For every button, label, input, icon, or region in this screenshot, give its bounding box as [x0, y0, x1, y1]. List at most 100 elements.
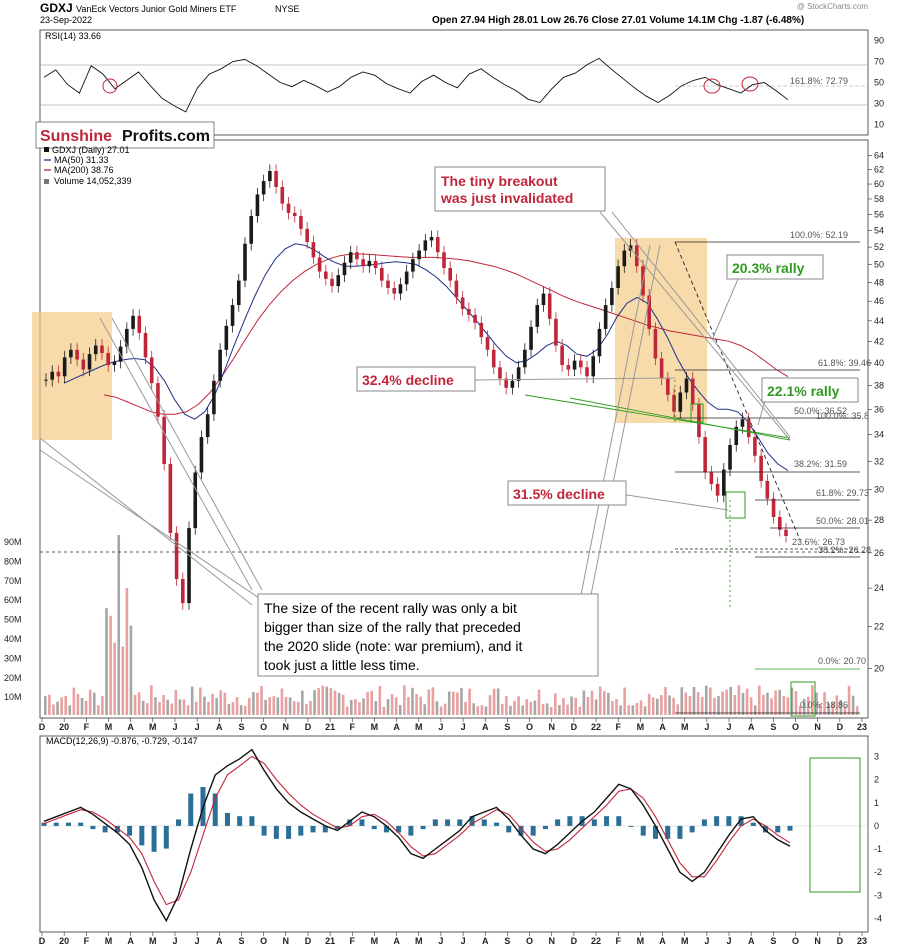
volume-bar — [137, 692, 141, 715]
date-label: A — [216, 936, 223, 946]
price-tick-label: 48 — [874, 277, 884, 287]
volume-bar — [725, 689, 728, 715]
date-label: A — [748, 722, 755, 732]
volume-bar — [72, 687, 76, 715]
candle-body — [181, 579, 185, 604]
volume-bar — [611, 701, 614, 715]
volume-bar — [223, 692, 227, 715]
volume-bar — [529, 701, 533, 715]
candle-body — [647, 295, 651, 329]
candle-body — [268, 170, 272, 182]
candle-body — [168, 464, 173, 533]
fib-level-label: 50.0%: 36.52 — [794, 406, 847, 416]
volume-bar — [301, 690, 304, 715]
sunshine-profits-logo: Sunshine Profits.com — [35, 121, 215, 149]
volume-bar — [284, 697, 288, 715]
volume-bar — [52, 704, 55, 715]
candle-body — [765, 480, 770, 499]
callout-rally-22: 22.1% rally — [761, 377, 859, 403]
volume-bar — [709, 687, 712, 715]
candle-body — [429, 237, 434, 241]
date-label: M — [105, 722, 113, 732]
candle-body — [230, 305, 235, 326]
date-label: F — [615, 722, 621, 732]
candle-body — [485, 337, 490, 350]
candle-body — [149, 357, 154, 384]
date-label: O — [526, 722, 533, 732]
volume-bar — [382, 706, 386, 715]
volume-bar — [390, 694, 394, 715]
volume-bar — [129, 625, 133, 715]
volume-bar — [541, 703, 545, 715]
candle-body — [672, 394, 676, 412]
candle-body — [585, 367, 589, 377]
volume-bar — [843, 706, 847, 715]
fib-level-label: 0.0%: 18.86 — [800, 700, 848, 710]
candle-body — [541, 293, 546, 306]
volume-bar — [264, 699, 267, 715]
price-candles — [44, 164, 788, 610]
macd-histogram-bar — [383, 825, 389, 833]
price-tick-label: 36 — [874, 404, 884, 414]
date-label: J — [727, 722, 732, 732]
volume-bar — [305, 704, 308, 715]
volume-bar — [586, 697, 590, 715]
volume-bar — [452, 691, 455, 715]
volume-bar — [190, 686, 194, 715]
volume-bar — [231, 702, 235, 715]
candle-body — [591, 356, 596, 377]
volume-bar — [660, 695, 663, 715]
callout-pointers — [39, 211, 791, 606]
candle-body — [311, 242, 316, 258]
volume-bar — [211, 693, 214, 715]
price-legend: GDXJ (Daily) 27.01 MA(50) 31.33 MA(200) … — [44, 145, 132, 186]
candle-body — [479, 322, 484, 338]
candle-body — [504, 378, 508, 388]
macd-axis: 3 2 1 0 -1 -2 -3 -4 — [874, 752, 882, 924]
macd-histogram-bar — [273, 825, 279, 839]
date-label: 22 — [591, 722, 601, 732]
macd-histogram-bar — [604, 816, 610, 826]
candle-body — [417, 250, 421, 260]
macd-histogram-bar — [237, 816, 243, 826]
candle-body — [777, 517, 782, 530]
candle-body — [261, 181, 266, 195]
macd-histogram-bar — [212, 793, 218, 826]
date-label: J — [461, 936, 466, 946]
volume-bar — [782, 695, 786, 715]
volume-bar — [325, 686, 329, 715]
rsi-fib-label: 161.8%: 72.79 — [790, 76, 848, 86]
volume-bar — [64, 695, 67, 715]
candle-body — [93, 345, 98, 355]
candle-body — [330, 278, 334, 287]
svg-text:Profits.com: Profits.com — [122, 128, 210, 145]
volume-bar — [194, 701, 198, 715]
svg-text:31.5% decline: 31.5% decline — [513, 486, 605, 502]
volume-bar — [639, 700, 643, 715]
candle-body — [131, 315, 135, 329]
candle-body — [317, 257, 322, 272]
volume-bar — [656, 698, 659, 715]
date-label: J — [704, 936, 709, 946]
fib-level-label: 100.0%: 35.8 — [816, 411, 869, 421]
macd-histogram-bar — [347, 819, 353, 826]
volume-bar — [374, 701, 378, 715]
candle-body — [435, 237, 440, 253]
price-axis: 64 62 60 58 56 54 52 50 48 46 44 42 40 38 36 34 32 30 28 26… — [868, 151, 884, 674]
candle-body — [603, 305, 608, 329]
rsi-tick-label: 90 — [874, 36, 884, 46]
candle-body — [653, 328, 658, 359]
volume-bar — [423, 704, 427, 715]
volume-bar — [676, 704, 679, 715]
chart-symbol: GDXJ — [40, 1, 73, 15]
volume-bar — [260, 685, 263, 715]
macd-histogram-bar — [322, 825, 328, 833]
date-label: M — [681, 722, 689, 732]
candle-body — [597, 328, 602, 357]
volume-bar — [835, 695, 839, 715]
volume-bar — [133, 694, 137, 715]
date-label: M — [149, 722, 157, 732]
macd-histogram-bar — [359, 819, 365, 826]
volume-bar — [468, 688, 471, 715]
candle-body — [205, 414, 210, 438]
